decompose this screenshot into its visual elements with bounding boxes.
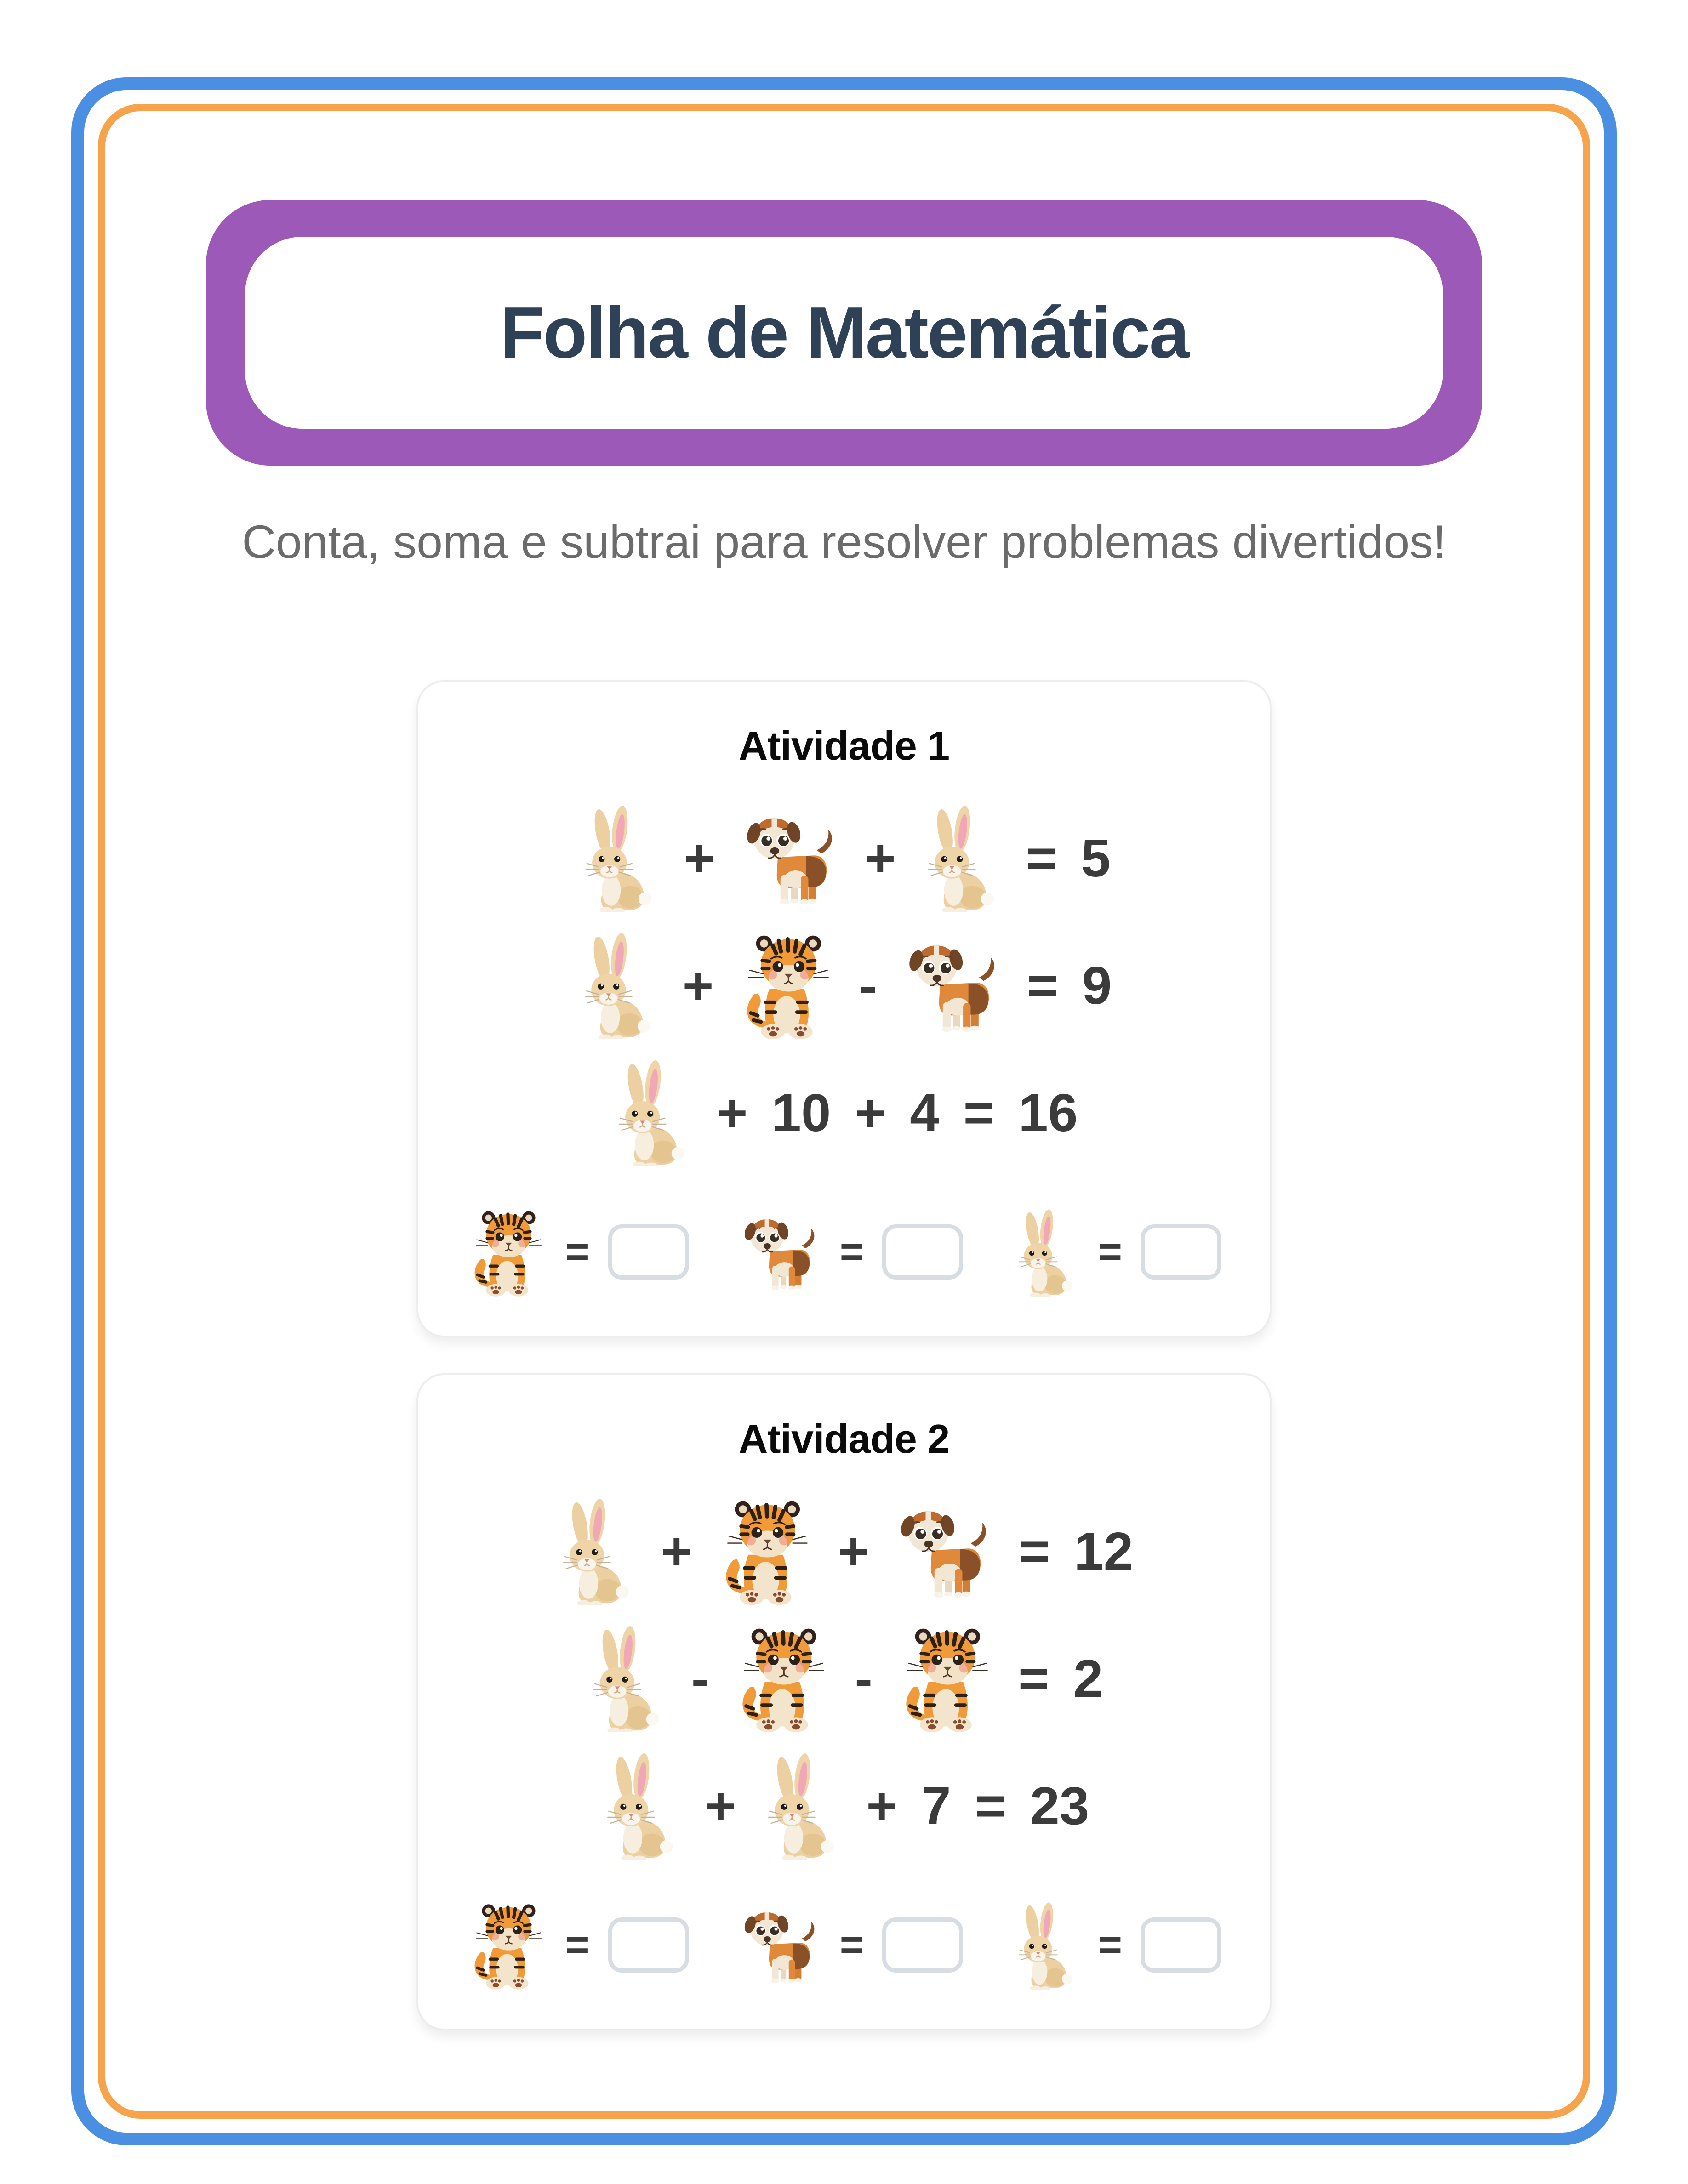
answer-input-box[interactable]: [608, 1917, 689, 1973]
operator: +: [716, 1082, 748, 1143]
answer-input-box[interactable]: [882, 1224, 964, 1280]
answer-group-tiger: =: [467, 1205, 689, 1300]
tiger-icon: [733, 1621, 831, 1736]
dog-icon: [742, 1218, 815, 1291]
answer-input-box[interactable]: [882, 1917, 964, 1973]
operator: -: [855, 1648, 873, 1708]
answer-group-tiger: =: [467, 1898, 689, 1993]
equation-row: + + = 5: [418, 797, 1270, 919]
equals-sign: =: [839, 1229, 864, 1275]
header-pill: Folha de Matemática: [245, 237, 1443, 429]
number: 9: [1082, 955, 1112, 1015]
answer-group-rabbit: =: [1012, 1208, 1221, 1297]
activity-2-answers: = = =: [467, 1888, 1221, 2002]
operator: +: [866, 1775, 898, 1836]
dog-icon: [898, 1510, 987, 1598]
dog-icon: [906, 944, 995, 1033]
equation-row: +10 +4 = 16: [418, 1052, 1270, 1173]
number: 10: [771, 1082, 831, 1143]
equation-row: + + = 12: [418, 1490, 1270, 1612]
rabbit-icon: [585, 804, 652, 912]
answer-input-box[interactable]: [1141, 1917, 1221, 1973]
answer-group-dog: =: [738, 1905, 964, 1985]
tiger-icon: [467, 1898, 547, 1993]
rabbit-icon: [1019, 1901, 1073, 1990]
answer-group-rabbit: =: [1012, 1901, 1221, 1990]
header-banner: Folha de Matemática: [206, 200, 1482, 466]
equals-sign: =: [963, 1082, 995, 1143]
operator: +: [682, 955, 714, 1015]
operator: -: [859, 955, 878, 1015]
rabbit-icon: [1019, 1208, 1073, 1297]
equation-row: + - = 9: [418, 924, 1270, 1046]
operator: +: [864, 828, 896, 888]
dog-icon: [742, 1911, 815, 1984]
rabbit-icon: [593, 1625, 660, 1732]
activity-card-1: Atividade 1 + + = 5 + - = 9 +10 +4 = 16 = = =: [416, 680, 1272, 1337]
outer-blue-frame: [71, 77, 1617, 2145]
equals-sign: =: [1018, 1648, 1049, 1708]
number: 5: [1081, 828, 1111, 888]
tiger-icon: [467, 1205, 547, 1300]
number: 2: [1073, 1648, 1103, 1708]
number: 16: [1018, 1082, 1078, 1143]
operator: +: [684, 828, 715, 888]
activity-1-answers: = = =: [467, 1194, 1221, 1309]
equals-sign: =: [1098, 1229, 1122, 1275]
operator: +: [705, 1775, 736, 1836]
rabbit-icon: [928, 804, 994, 912]
equals-sign: =: [975, 1775, 1006, 1836]
rabbit-icon: [618, 1059, 685, 1166]
equals-sign: =: [565, 1229, 590, 1275]
equation-row: - - = 2: [418, 1617, 1270, 1739]
dog-icon: [744, 817, 833, 905]
subtitle: Conta, soma e subtrai para resolver prob…: [242, 516, 1446, 568]
number: 7: [921, 1775, 951, 1836]
equals-sign: =: [839, 1922, 864, 1968]
number: 12: [1074, 1521, 1134, 1581]
activity-2-title: Atividade 2: [738, 1416, 950, 1462]
page-title: Folha de Matemática: [500, 292, 1189, 373]
activity-1-title: Atividade 1: [738, 723, 950, 768]
operator: -: [691, 1648, 709, 1708]
equals-sign: =: [1026, 828, 1057, 888]
rabbit-icon: [768, 1752, 835, 1860]
tiger-icon: [737, 927, 835, 1043]
equation-row: + +7 = 23: [418, 1745, 1270, 1866]
tiger-icon: [716, 1493, 814, 1609]
equals-sign: =: [1027, 955, 1058, 1015]
activity-card-2: Atividade 2 + + = 12 - - = 2 + +7 = 23 = = =: [416, 1373, 1272, 2030]
equals-sign: =: [1098, 1922, 1122, 1968]
operator: +: [661, 1521, 692, 1581]
answer-input-box[interactable]: [608, 1224, 689, 1280]
operator: +: [855, 1082, 886, 1143]
answer-input-box[interactable]: [1141, 1224, 1221, 1280]
answer-group-dog: =: [738, 1212, 964, 1292]
rabbit-icon: [563, 1497, 629, 1605]
tiger-icon: [896, 1621, 994, 1736]
equals-sign: =: [565, 1922, 590, 1968]
number: 23: [1030, 1775, 1089, 1836]
activity-1-equations: + + = 5 + - = 9 +10 +4 = 16: [418, 797, 1270, 1173]
equals-sign: =: [1019, 1521, 1050, 1581]
number: 4: [910, 1082, 940, 1143]
inner-orange-frame: [98, 104, 1590, 2119]
activity-2-equations: + + = 12 - - = 2 + +7 = 23: [418, 1490, 1270, 1866]
rabbit-icon: [584, 932, 651, 1039]
rabbit-icon: [607, 1752, 673, 1860]
operator: +: [838, 1521, 869, 1581]
